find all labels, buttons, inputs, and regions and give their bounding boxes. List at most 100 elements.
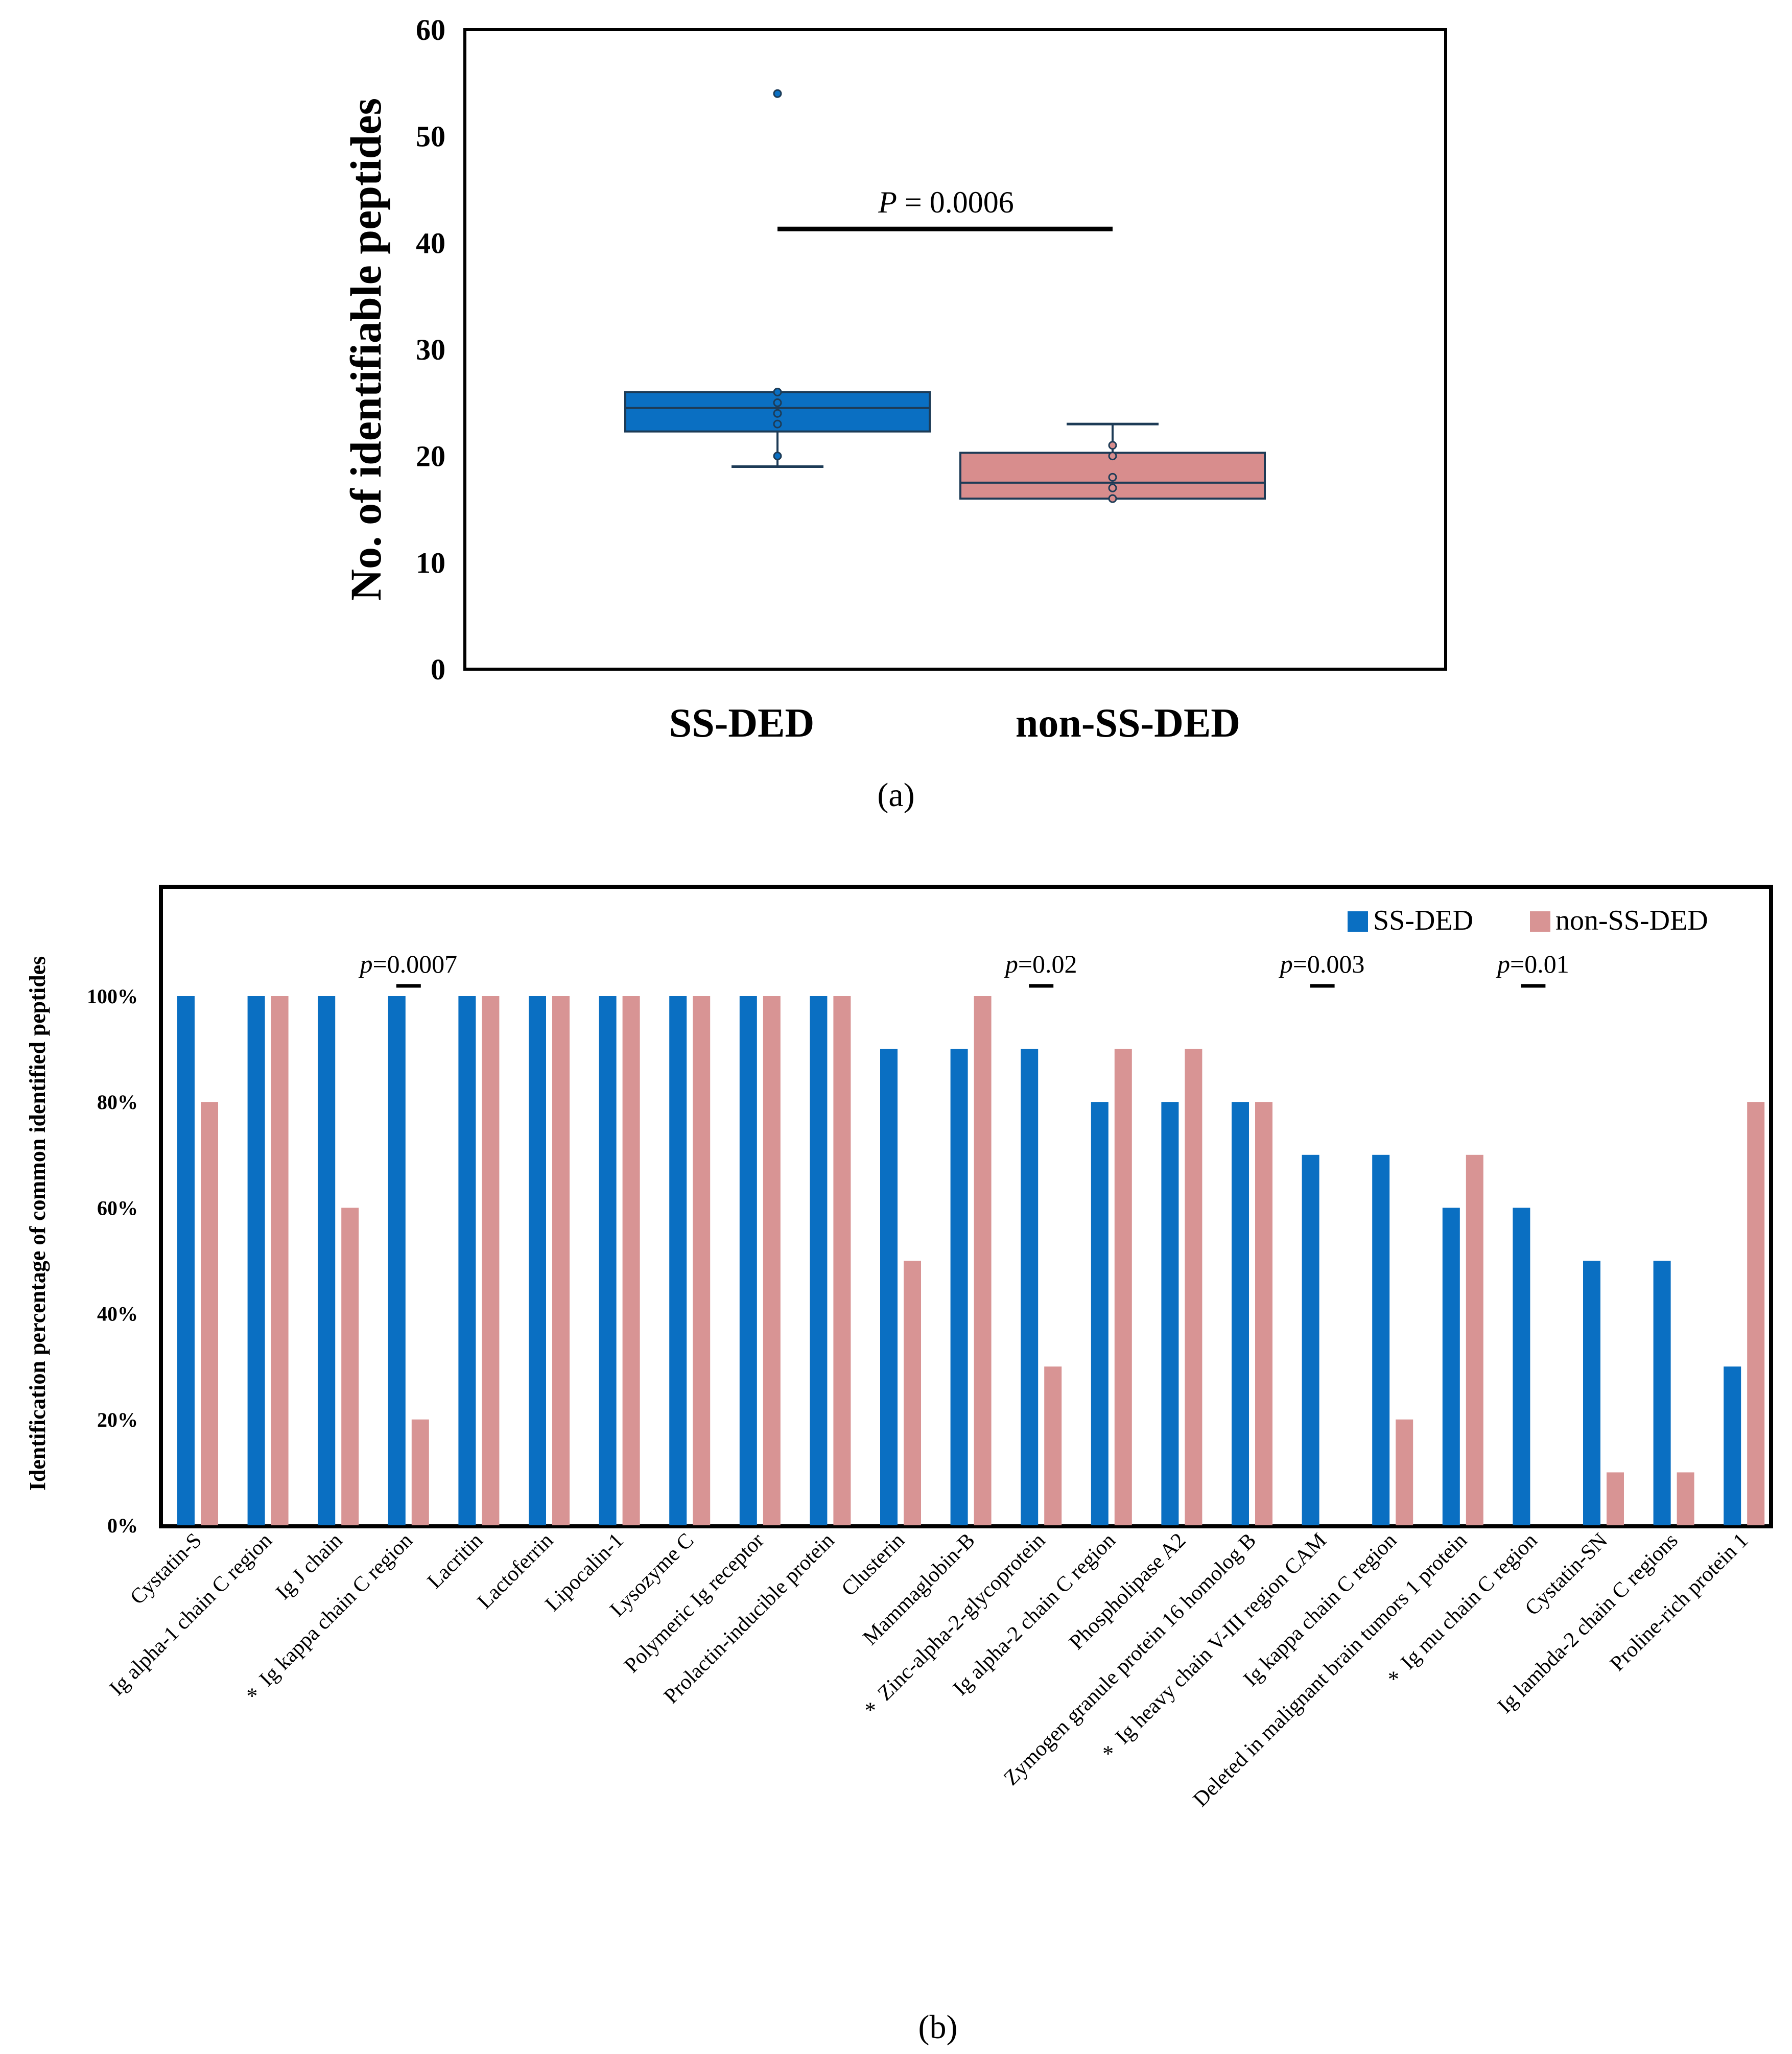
bar-ss-ded <box>1232 1102 1249 1525</box>
data-point <box>1108 452 1117 461</box>
data-point <box>773 419 782 429</box>
bar-non-ss-ded <box>271 996 289 1525</box>
bar-non-ss-ded <box>1044 1366 1062 1525</box>
y-tick-label: 60% <box>97 1196 138 1219</box>
legend-label-non-ss-ded: non-SS-DED <box>1555 905 1708 936</box>
category-label-group: Zymogen granule protein 16 homolog B <box>999 1529 1261 1790</box>
bar-non-ss-ded <box>201 1102 218 1525</box>
bar-non-ss-ded <box>974 996 992 1525</box>
panel-a-x-axis: SS-DED non-SS-DED <box>669 701 1240 746</box>
x-tick-label: Phospholipase A2 <box>1065 1529 1190 1655</box>
bar-non-ss-ded <box>622 996 640 1525</box>
panel-b-legend: SS-DED non-SS-DED <box>1348 905 1708 936</box>
y-tick-label: 0% <box>107 1514 138 1537</box>
y-tick-label: 60 <box>416 13 445 46</box>
panel-b-label: (b) <box>918 2009 958 2046</box>
bar-ss-ded <box>1091 1102 1109 1525</box>
bar-ss-ded <box>1021 1049 1039 1525</box>
data-point <box>773 387 782 396</box>
y-tick-label: 30 <box>416 333 445 366</box>
category-label-group: Phospholipase A2 <box>1065 1529 1190 1655</box>
bar-non-ss-ded <box>1747 1102 1765 1525</box>
bar-non-ss-ded <box>693 996 711 1525</box>
y-tick-label: 20 <box>416 440 445 473</box>
x-tick-label: Lacritin <box>423 1529 488 1594</box>
data-point <box>773 409 782 418</box>
y-tick-label: 40% <box>97 1303 138 1326</box>
data-point <box>1108 483 1117 492</box>
y-tick-label: 20% <box>97 1408 138 1431</box>
bar-ss-ded <box>458 996 476 1525</box>
bar-ss-ded <box>247 996 265 1525</box>
category-label-group: Proline-rich protein 1 <box>1606 1529 1753 1676</box>
p-value-label: p=0.02 <box>1004 950 1077 978</box>
data-point <box>773 398 782 407</box>
bar-non-ss-ded <box>411 1419 429 1525</box>
bar-ss-ded <box>318 996 336 1525</box>
bar-non-ss-ded <box>341 1208 359 1525</box>
x-tick-label: Ig J chain <box>271 1529 347 1604</box>
x-tick-label: SS-DED <box>669 701 815 746</box>
panel-b-barchart: 0% 20% 40% 60% 80% 100% Identification percen… <box>25 885 1773 2046</box>
bar-ss-ded <box>599 996 617 1525</box>
panel-a-p-value: P = 0.0006 <box>878 185 1014 219</box>
bar-non-ss-ded <box>1185 1049 1202 1525</box>
bar-ss-ded <box>950 1049 968 1525</box>
bar-ss-ded <box>810 996 828 1525</box>
p-value-label: p=0.01 <box>1496 950 1569 978</box>
panel-a-plot-frame <box>463 28 1447 671</box>
bar-ss-ded <box>1161 1102 1179 1525</box>
bar-ss-ded <box>1724 1366 1741 1525</box>
bar-ss-ded <box>529 996 546 1525</box>
p-value-label: p=0.003 <box>1279 950 1365 978</box>
y-tick-label: 80% <box>97 1091 138 1114</box>
y-tick-label: 100% <box>87 985 138 1008</box>
bar-non-ss-ded <box>1255 1102 1272 1525</box>
significance-star: * <box>865 1697 876 1722</box>
significance-star: * <box>1102 1741 1114 1766</box>
panel-a-y-axis: 0 10 20 30 40 50 60 <box>416 13 445 686</box>
bar-ss-ded <box>1583 1261 1600 1525</box>
bar-non-ss-ded <box>904 1261 921 1525</box>
panel-a-y-axis-label: No. of identifiable peptides <box>341 98 390 601</box>
bar-non-ss-ded <box>1607 1472 1624 1525</box>
panel-b-plot-frame <box>159 885 1773 1528</box>
x-tick-label: Ig mu chain C region <box>1397 1529 1542 1674</box>
x-tick-label: Polymeric Ig receptor <box>620 1529 768 1678</box>
data-point <box>1108 494 1117 503</box>
bar-non-ss-ded <box>1396 1419 1413 1525</box>
data-point <box>773 452 782 461</box>
panel-b-y-axis: 0% 20% 40% 60% 80% 100% <box>87 985 138 1537</box>
category-label-group: Clusterin <box>837 1529 909 1601</box>
bar-ss-ded <box>388 996 406 1525</box>
bar-ss-ded <box>669 996 687 1525</box>
y-tick-label: 40 <box>416 226 445 259</box>
x-tick-label: Proline-rich protein 1 <box>1606 1529 1753 1676</box>
legend-swatch-ss-ded <box>1348 911 1368 932</box>
bar-ss-ded <box>1372 1154 1390 1525</box>
data-point <box>1108 473 1117 482</box>
panel-a-boxes <box>624 89 1266 503</box>
bar-ss-ded <box>1653 1261 1671 1525</box>
category-label-group: Polymeric Ig receptor <box>620 1529 768 1678</box>
bar-non-ss-ded <box>1114 1049 1132 1525</box>
bar-ss-ded <box>177 996 195 1525</box>
legend-label-ss-ded: SS-DED <box>1373 905 1473 936</box>
bar-non-ss-ded <box>833 996 851 1525</box>
bar-ss-ded <box>1302 1154 1319 1525</box>
category-label-group: Ig J chain <box>271 1529 347 1604</box>
bar-ss-ded <box>880 1049 898 1525</box>
box-ss-ded <box>624 89 931 468</box>
box-non-ss-ded <box>959 422 1266 503</box>
significance-star: * <box>1388 1666 1399 1691</box>
bar-non-ss-ded <box>552 996 570 1525</box>
bar-ss-ded <box>739 996 757 1525</box>
significance-star: * <box>246 1683 257 1708</box>
bar-non-ss-ded <box>1466 1154 1483 1525</box>
bar-ss-ded <box>1513 1208 1530 1525</box>
bar-non-ss-ded <box>763 996 781 1525</box>
x-tick-label: non-SS-DED <box>1016 701 1240 746</box>
panel-b-significance: p=0.0007 p=0.02 p=0.003 p=0.01 <box>358 950 1569 988</box>
